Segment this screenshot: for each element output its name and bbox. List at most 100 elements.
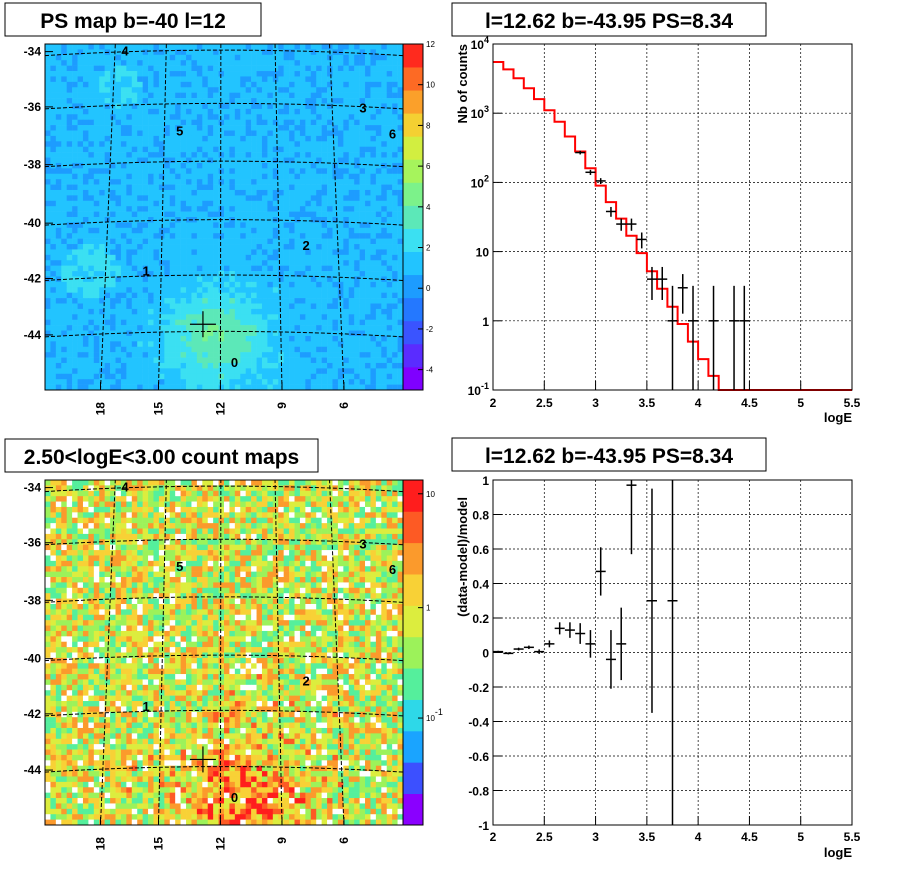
ps-map-cell bbox=[321, 287, 328, 293]
ps-map-cell bbox=[267, 60, 274, 66]
ps-map-cell bbox=[115, 130, 122, 137]
ps-map-cell bbox=[45, 292, 51, 299]
ps-map-cell bbox=[164, 87, 171, 93]
ps-map-cell bbox=[213, 130, 219, 137]
ps-map-cell bbox=[45, 195, 51, 202]
ps-map-cell bbox=[348, 98, 355, 104]
ps-map-cell bbox=[50, 184, 57, 191]
ps-map-cell bbox=[359, 173, 366, 180]
ps-map-cell bbox=[115, 179, 122, 185]
ps-map-cell bbox=[148, 152, 154, 158]
ps-map-cell bbox=[310, 292, 317, 299]
ps-map-cell bbox=[164, 54, 171, 61]
count-map-cell bbox=[283, 480, 290, 486]
ps-map-cell bbox=[142, 152, 149, 158]
ps-map-cell bbox=[66, 71, 73, 77]
count-map-cell bbox=[261, 523, 268, 529]
ps-map-cell bbox=[61, 325, 67, 331]
ps-map-cell bbox=[370, 341, 377, 348]
ps-map-cell bbox=[213, 308, 219, 315]
ps-map-cell bbox=[66, 346, 73, 353]
count-map-cell bbox=[99, 528, 105, 535]
ps-map-cell bbox=[359, 233, 366, 239]
ps-map-cell bbox=[82, 189, 89, 196]
ps-map-cell bbox=[99, 173, 105, 180]
ps-map-cell bbox=[289, 362, 295, 369]
ps-map-cell bbox=[77, 184, 84, 191]
ps-map-source-label: 6 bbox=[389, 126, 396, 141]
count-map-cell bbox=[251, 523, 257, 529]
ps-map-cell bbox=[375, 141, 382, 148]
ps-map-cell bbox=[299, 373, 306, 380]
ps-map-cell bbox=[229, 357, 236, 364]
count-map-cell bbox=[289, 517, 295, 524]
ps-map-cell bbox=[131, 92, 138, 99]
ps-map-cell bbox=[66, 114, 73, 120]
ps-map-cell bbox=[120, 87, 127, 93]
ps-map-cell bbox=[245, 92, 252, 99]
ps-map-cell bbox=[169, 195, 176, 202]
ps-map-cell bbox=[55, 76, 62, 83]
ps-map-cell bbox=[261, 98, 268, 104]
count-map-cell bbox=[50, 512, 57, 519]
count-map-cell bbox=[229, 512, 236, 519]
ps-map-cell bbox=[93, 49, 100, 56]
ps-map-cell bbox=[294, 179, 301, 185]
ps-map-cell bbox=[343, 287, 350, 293]
count-map-cell bbox=[316, 501, 322, 508]
ps-map-cell bbox=[299, 379, 306, 385]
ps-map-cell bbox=[191, 168, 198, 175]
ps-map-cell bbox=[365, 281, 371, 288]
ps-map-cell bbox=[224, 373, 230, 380]
count-map-cell bbox=[365, 490, 371, 497]
ps-map-cell bbox=[115, 81, 122, 88]
ps-map-cell bbox=[283, 325, 290, 331]
ps-map-cell bbox=[229, 298, 236, 304]
ps-map-cell bbox=[305, 238, 312, 245]
ps-map-cell bbox=[202, 103, 209, 110]
ps-map-cell bbox=[256, 125, 263, 131]
ps-map-cell bbox=[332, 195, 339, 202]
ps-map-cell bbox=[202, 319, 209, 326]
ps-map-cell bbox=[61, 44, 67, 50]
ps-map-cell bbox=[343, 76, 350, 83]
ps-map-cell bbox=[370, 362, 377, 369]
ps-map-cell bbox=[169, 60, 176, 66]
ps-map-cell bbox=[397, 98, 404, 104]
ps-map-cell bbox=[131, 54, 138, 61]
ps-map-cell bbox=[66, 173, 73, 180]
ps-map-cell bbox=[272, 362, 279, 369]
count-map-cell bbox=[294, 485, 301, 492]
ps-map-cell bbox=[224, 54, 230, 61]
ps-map-cell bbox=[213, 314, 219, 321]
ps-map-cell bbox=[245, 276, 252, 283]
ps-map-cell bbox=[45, 227, 51, 234]
ps-map-cell bbox=[50, 254, 57, 261]
ps-map-cell bbox=[305, 254, 312, 261]
count-map-cell bbox=[169, 533, 176, 540]
ps-map-cell bbox=[397, 141, 404, 148]
ps-map-cell bbox=[77, 352, 84, 358]
ps-map-cell bbox=[50, 206, 57, 212]
ps-map-cell bbox=[66, 189, 73, 196]
ps-map-cell bbox=[337, 276, 344, 283]
count-map-cell bbox=[164, 501, 171, 508]
ps-map-cell bbox=[99, 130, 105, 137]
ps-map-cell bbox=[365, 276, 371, 283]
count-map-cell bbox=[164, 523, 171, 529]
ps-map-cell bbox=[120, 206, 127, 212]
ps-map-cell bbox=[175, 276, 181, 283]
count-map-cell bbox=[218, 517, 225, 524]
ps-map-cell bbox=[261, 271, 268, 277]
ps-map-cell bbox=[386, 71, 393, 77]
ps-map-cell bbox=[348, 233, 355, 239]
ps-map-cell bbox=[310, 373, 317, 380]
ps-map-cell bbox=[45, 298, 51, 304]
ps-map-cell bbox=[115, 346, 122, 353]
ps-map-cell bbox=[245, 319, 252, 326]
count-map-cell bbox=[397, 496, 404, 502]
count-map-cell bbox=[104, 496, 111, 502]
count-map-cell bbox=[72, 517, 78, 524]
ps-map-cell bbox=[224, 357, 230, 364]
ps-map-cell bbox=[186, 162, 192, 169]
